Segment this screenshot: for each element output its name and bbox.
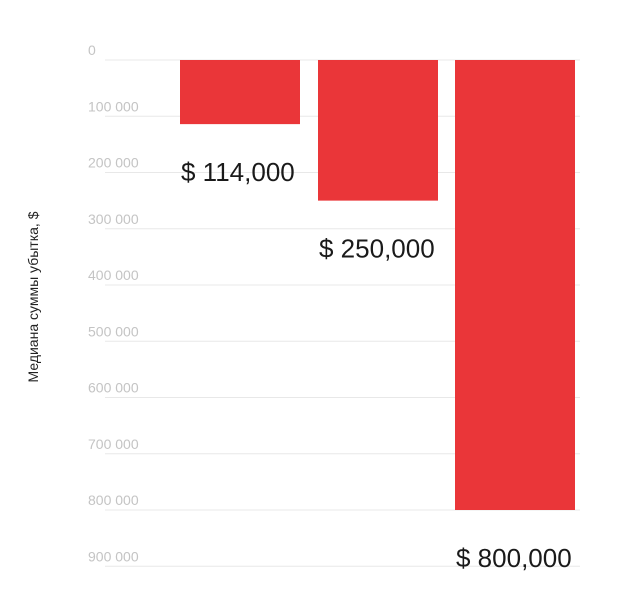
y-tick-label: 900 000 — [88, 548, 139, 564]
y-tick-label: 400 000 — [88, 267, 139, 283]
data-label: $ 114,000 — [181, 157, 295, 187]
bar — [180, 60, 300, 125]
data-label: $ 800,000 — [456, 543, 572, 573]
bars — [180, 60, 575, 510]
data-label: $ 250,000 — [319, 234, 435, 264]
y-tick-label: 600 000 — [88, 380, 139, 396]
y-tick-label: 100 000 — [88, 98, 139, 114]
bar — [455, 60, 575, 510]
y-tick-label: 500 000 — [88, 323, 139, 339]
bar — [318, 60, 438, 201]
y-tick-label: 300 000 — [88, 211, 139, 227]
y-axis-label: Медиана суммы убытка, $ — [25, 211, 41, 382]
y-axis-ticks: 0 100 000 200 000 300 000 400 000 500 000 600 … — [88, 42, 139, 564]
y-tick-label: 0 — [88, 42, 96, 58]
data-labels: $ 114,000 $ 250,000 $ 800,000 — [181, 157, 572, 573]
y-tick-label: 800 000 — [88, 492, 139, 508]
y-tick-label: 200 000 — [88, 155, 139, 171]
y-tick-label: 700 000 — [88, 436, 139, 452]
